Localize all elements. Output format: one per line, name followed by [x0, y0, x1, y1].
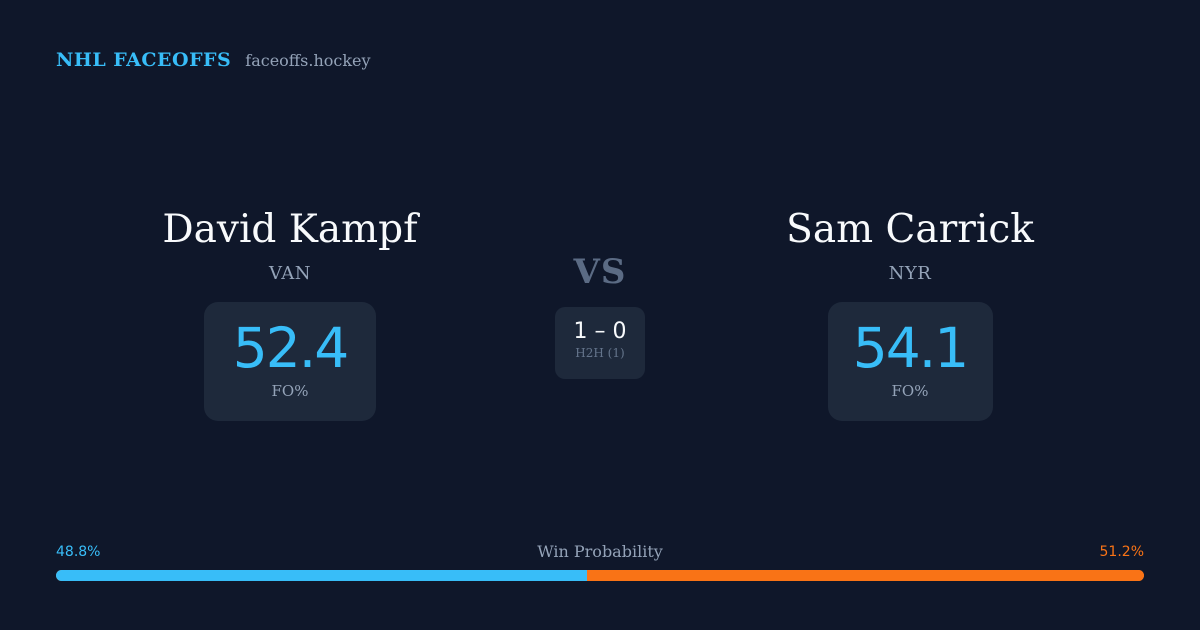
win-probability-header: 48.8% Win Probability 51.2% — [56, 542, 1144, 564]
player-right: Sam Carrick NYR 54.1 FO% — [700, 198, 1120, 421]
player-left-fo-label: FO% — [271, 382, 309, 400]
player-right-fo-value: 54.1 — [852, 316, 969, 380]
win-probability-title: Win Probability — [537, 542, 663, 561]
brand-title: NHL FACEOFFS — [56, 49, 232, 71]
h2h-label: H2H (1) — [575, 346, 625, 360]
win-probability-left-fill — [56, 570, 587, 581]
win-probability-right-fill — [586, 570, 1144, 581]
player-left-fo-value: 52.4 — [232, 316, 349, 380]
win-probability-left-label: 48.8% — [56, 544, 101, 560]
win-probability-right-label: 51.2% — [1099, 544, 1144, 560]
brand-header: NHL FACEOFFS faceoffs.hockey — [56, 48, 371, 72]
player-right-team: NYR — [888, 263, 932, 284]
brand-site: faceoffs.hockey — [245, 50, 371, 70]
player-left-stat-card: 52.4 FO% — [204, 302, 376, 421]
player-right-stat-card: 54.1 FO% — [827, 302, 993, 421]
win-probability-bar — [56, 570, 1144, 581]
player-right-name: Sam Carrick — [786, 207, 1034, 252]
h2h-score: 1 – 0 — [573, 319, 627, 344]
player-right-fo-label: FO% — [891, 382, 929, 400]
player-left-team: VAN — [268, 263, 312, 284]
player-left-name: David Kampf — [162, 207, 418, 252]
vs-label: VS — [573, 252, 627, 292]
h2h-card: 1 – 0 H2H (1) — [555, 307, 645, 379]
player-left: David Kampf VAN 52.4 FO% — [80, 198, 500, 421]
